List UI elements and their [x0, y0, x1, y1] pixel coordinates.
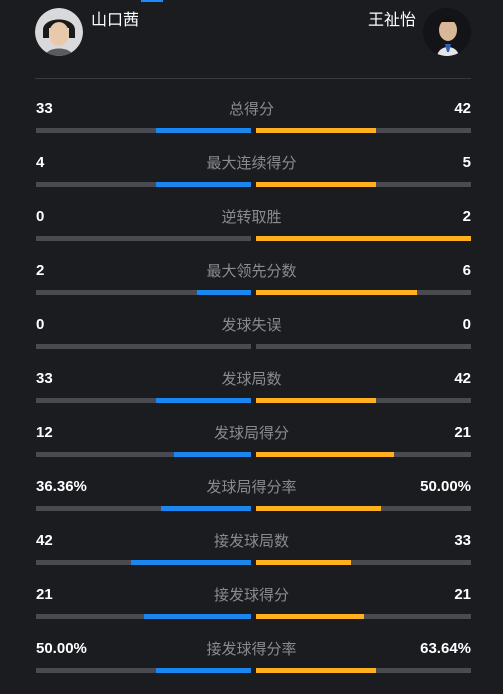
stat-bar-right-track: [256, 506, 471, 511]
stat-row: 12 发球局得分 21: [0, 424, 503, 478]
stat-left-value: 33: [36, 370, 53, 387]
stat-row: 42 接发球局数 33: [0, 532, 503, 586]
stat-bar-right-track: [256, 236, 471, 241]
stat-right-value: 42: [454, 370, 471, 387]
stat-bar-left-fill: [156, 128, 251, 133]
stat-label: 接发球得分率: [206, 640, 297, 658]
stat-right-value: 42: [454, 100, 471, 117]
player-avatar-right[interactable]: [423, 8, 471, 56]
stat-row: 0 逆转取胜 2: [0, 208, 503, 262]
active-tab-indicator: [141, 0, 163, 2]
stat-bar-left-fill: [197, 290, 251, 295]
stat-left-value: 36.36%: [36, 478, 87, 495]
match-header: 山口茜 王祉怡: [0, 0, 503, 80]
stat-bar-left-track: [36, 290, 251, 295]
stat-bar-right-fill: [256, 614, 364, 619]
stat-row: 36.36% 发球局得分率 50.00%: [0, 478, 503, 532]
player-avatar-icon: [423, 8, 471, 56]
stat-label: 最大领先分数: [206, 262, 297, 280]
stat-right-value: 21: [454, 424, 471, 441]
stat-bar-left-fill: [160, 506, 251, 511]
stat-right-value: 50.00%: [420, 478, 471, 495]
stat-bar-right-track: [256, 560, 471, 565]
stat-bar-left-fill: [130, 560, 251, 565]
stat-right-value: 33: [454, 532, 471, 549]
stat-right-value: 63.64%: [420, 640, 471, 657]
stat-bar-left-track: [36, 344, 251, 349]
stat-bar-left-fill: [173, 452, 251, 457]
stat-left-value: 12: [36, 424, 53, 441]
stat-label: 发球局得分率: [206, 478, 297, 496]
stat-label: 接发球得分: [213, 586, 289, 604]
stat-bar-right-track: [256, 128, 471, 133]
header-divider: [35, 78, 471, 79]
stat-right-value: 6: [462, 262, 471, 279]
stat-left-value: 4: [36, 154, 45, 171]
stat-left-value: 21: [36, 586, 53, 603]
stat-bar-right-fill: [256, 398, 377, 403]
stat-bar-left-fill: [156, 668, 251, 673]
player-avatar-left[interactable]: [35, 8, 83, 56]
stat-bar-right-track: [256, 452, 471, 457]
player-avatar-icon: [35, 8, 83, 56]
stat-bar-left-track: [36, 506, 251, 511]
stat-bar-right-fill: [256, 128, 377, 133]
stat-bar-right-track: [256, 614, 471, 619]
stat-bar-right-fill: [256, 452, 394, 457]
stat-bar-right-fill: [256, 290, 418, 295]
stat-bar-left-track: [36, 128, 251, 133]
stat-bar-right-track: [256, 398, 471, 403]
stat-label: 发球失误: [221, 316, 282, 334]
stat-left-value: 33: [36, 100, 53, 117]
stat-label: 总得分: [228, 100, 274, 118]
stat-left-value: 50.00%: [36, 640, 87, 657]
stat-bar-left-track: [36, 398, 251, 403]
stat-bar-right-fill: [256, 560, 351, 565]
stat-row: 50.00% 接发球得分率 63.64%: [0, 640, 503, 694]
stat-right-value: 2: [462, 208, 471, 225]
stat-right-value: 5: [462, 154, 471, 171]
stat-bar-left-fill: [156, 182, 251, 187]
stat-bar-right-track: [256, 344, 471, 349]
stat-label: 最大连续得分: [206, 154, 297, 172]
stat-bar-left-track: [36, 560, 251, 565]
stat-bar-left-fill: [143, 614, 251, 619]
stat-left-value: 2: [36, 262, 45, 279]
stat-bar-right-fill: [256, 182, 377, 187]
stat-row: 33 总得分 42: [0, 100, 503, 154]
stat-bar-left-track: [36, 236, 251, 241]
stat-row: 33 发球局数 42: [0, 370, 503, 424]
stat-label: 发球局数: [221, 370, 282, 388]
player-name-right[interactable]: 王祉怡: [367, 10, 416, 29]
stat-bar-left-track: [36, 452, 251, 457]
stat-bar-left-track: [36, 614, 251, 619]
stat-left-value: 0: [36, 208, 45, 225]
stat-left-value: 42: [36, 532, 53, 549]
stat-bar-right-track: [256, 182, 471, 187]
stat-row: 2 最大领先分数 6: [0, 262, 503, 316]
stat-right-value: 21: [454, 586, 471, 603]
stat-bar-right-fill: [256, 236, 471, 241]
stat-bar-left-fill: [156, 398, 251, 403]
stat-bar-left-track: [36, 182, 251, 187]
stat-label: 发球局得分: [213, 424, 289, 442]
stat-bar-right-fill: [256, 668, 377, 673]
stat-label: 逆转取胜: [221, 208, 282, 226]
stat-label: 接发球局数: [213, 532, 289, 550]
stat-bar-right-fill: [256, 506, 381, 511]
stat-bar-right-track: [256, 668, 471, 673]
stat-row: 0 发球失误 0: [0, 316, 503, 370]
stat-left-value: 0: [36, 316, 45, 333]
stat-row: 21 接发球得分 21: [0, 586, 503, 640]
player-name-left[interactable]: 山口茜: [91, 10, 140, 29]
stat-right-value: 0: [462, 316, 471, 333]
stat-bar-right-track: [256, 290, 471, 295]
stat-bar-left-track: [36, 668, 251, 673]
stat-row: 4 最大连续得分 5: [0, 154, 503, 208]
